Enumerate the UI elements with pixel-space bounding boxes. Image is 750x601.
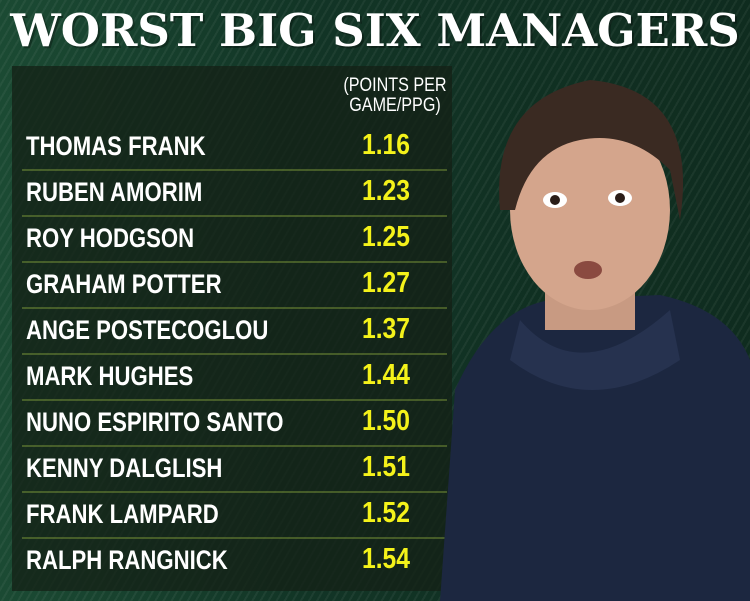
table-row: MARK HUGHES 1.44 [22,353,447,401]
table-row: KENNY DALGLISH 1.51 [22,445,447,493]
ppg-value: 1.16 [362,129,410,161]
ppg-value: 1.54 [362,543,410,575]
ppg-value: 1.25 [362,221,410,253]
manager-name: MARK HUGHES [26,361,194,391]
manager-name: GRAHAM POTTER [26,269,222,299]
column-header: (POINTS PER GAME/PPG) [340,76,451,116]
ppg-value: 1.27 [362,267,410,299]
column-header-line-2: GAME/PPG) [349,95,441,116]
page-title: WORST BIG SIX MANAGERS [10,4,740,57]
table-row: ROY HODGSON 1.25 [22,215,447,263]
table-row: GRAHAM POTTER 1.27 [22,261,447,309]
table-row: NUNO ESPIRITO SANTO 1.50 [22,399,447,447]
table-row: FRANK LAMPARD 1.52 [22,491,447,539]
manager-photo [440,80,750,601]
manager-name: RALPH RANGNICK [26,545,228,575]
table-row: ANGE POSTECOGLOU 1.37 [22,307,447,355]
ppg-value: 1.50 [362,405,410,437]
ppg-value: 1.23 [362,175,410,207]
ppg-value: 1.51 [362,451,410,483]
manager-name: ROY HODGSON [26,223,195,253]
ppg-value: 1.52 [362,497,410,529]
table-row: THOMAS FRANK 1.16 [22,123,447,171]
table-panel [12,66,452,591]
table-row: RALPH RANGNICK 1.54 [22,537,447,583]
ppg-value: 1.37 [362,313,410,345]
manager-name: THOMAS FRANK [26,131,206,161]
manager-name: FRANK LAMPARD [26,499,219,529]
manager-name: ANGE POSTECOGLOU [26,315,269,345]
column-header-line-1: (POINTS PER [343,75,447,96]
manager-name: KENNY DALGLISH [26,453,223,483]
manager-name: NUNO ESPIRITO SANTO [26,407,284,437]
ppg-value: 1.44 [362,359,410,391]
table-row: RUBEN AMORIM 1.23 [22,169,447,217]
manager-name: RUBEN AMORIM [26,177,203,207]
